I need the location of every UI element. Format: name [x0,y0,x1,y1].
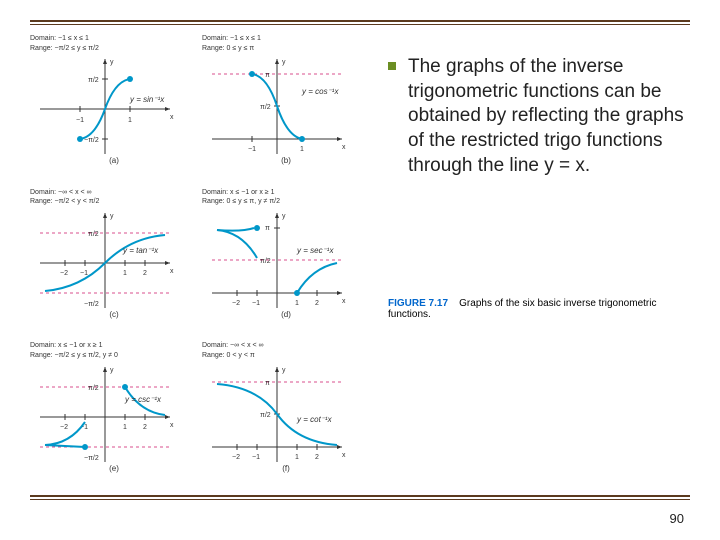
bottom-rule [30,495,690,500]
panel-d-label: (d) [202,310,370,319]
panel-b-domain: Domain: −1 ≤ x ≤ 1 [202,35,370,43]
top-rule [30,20,690,25]
svg-text:y: y [282,59,286,66]
svg-text:x: x [342,452,346,459]
panel-b: Domain: −1 ≤ x ≤ 1 Range: 0 ≤ y ≤ π x y … [202,35,370,183]
svg-text:π: π [265,380,270,387]
svg-text:π/2: π/2 [260,412,271,419]
svg-text:y: y [110,367,114,374]
svg-text:π: π [265,72,270,79]
figure-caption: FIGURE 7.17 Graphs of the six basic inve… [388,298,690,320]
panel-a-domain: Domain: −1 ≤ x ≤ 1 [30,35,198,43]
main-content: Domain: −1 ≤ x ≤ 1 Range: −π/2 ≤ y ≤ π/2… [30,35,690,490]
panel-d: Domain: x ≤ −1 or x ≥ 1 Range: 0 ≤ y ≤ π… [202,189,370,337]
panel-b-label: (b) [202,156,370,165]
panel-f-range: Range: 0 < y < π [202,352,370,360]
svg-text:1: 1 [295,454,299,461]
panel-e-domain: Domain: x ≤ −1 or x ≥ 1 [30,342,198,350]
svg-text:y: y [110,213,114,220]
right-column: The graphs of the inverse trigonometric … [370,35,690,490]
svg-text:2: 2 [143,424,147,431]
svg-text:−2: −2 [60,270,68,277]
svg-text:2: 2 [315,454,319,461]
panel-a-eq: y = sin⁻¹x [129,95,165,104]
panel-d-domain: Domain: x ≤ −1 or x ≥ 1 [202,189,370,197]
panel-e-range: Range: −π/2 ≤ y ≤ π/2, y ≠ 0 [30,352,198,360]
svg-text:1: 1 [123,424,127,431]
panel-d-eq: y = sec⁻¹x [296,246,334,255]
svg-text:−1: −1 [76,117,84,124]
svg-text:−π/2: −π/2 [84,455,99,462]
panel-e: Domain: x ≤ −1 or x ≥ 1 Range: −π/2 ≤ y … [30,342,198,490]
panel-f: Domain: −∞ < x < ∞ Range: 0 < y < π x y … [202,342,370,490]
svg-text:2: 2 [143,270,147,277]
caption-label: FIGURE 7.17 [388,298,448,309]
bullet-icon [388,62,396,70]
svg-text:π: π [265,225,270,232]
svg-text:x: x [342,144,346,151]
svg-text:−1: −1 [252,454,260,461]
panel-c-domain: Domain: −∞ < x < ∞ [30,189,198,197]
svg-text:x: x [170,268,174,275]
svg-text:−1: −1 [248,146,256,153]
panel-a-range: Range: −π/2 ≤ y ≤ π/2 [30,45,198,53]
svg-text:−2: −2 [232,300,240,307]
svg-text:y: y [282,213,286,220]
panel-b-range: Range: 0 ≤ y ≤ π [202,45,370,53]
panel-f-label: (f) [202,464,370,473]
svg-text:π/2: π/2 [88,231,99,238]
svg-text:−2: −2 [60,424,68,431]
panel-e-eq: y = csc⁻¹x [124,395,162,404]
page-number: 90 [670,511,684,526]
svg-text:π/2: π/2 [260,258,271,265]
panel-a-label: (a) [30,156,198,165]
svg-text:1: 1 [123,270,127,277]
svg-text:π/2: π/2 [88,77,99,84]
svg-text:1: 1 [295,300,299,307]
panel-c-label: (c) [30,310,198,319]
svg-text:1: 1 [300,146,304,153]
panel-e-label: (e) [30,464,198,473]
svg-text:x: x [170,422,174,429]
panel-f-eq: y = cot⁻¹x [296,415,333,424]
svg-text:−2: −2 [232,454,240,461]
panel-f-domain: Domain: −∞ < x < ∞ [202,342,370,350]
panel-b-eq: y = cos⁻¹x [301,87,339,96]
svg-text:x: x [342,298,346,305]
svg-text:π/2: π/2 [260,104,271,111]
panel-c-range: Range: −π/2 < y < π/2 [30,198,198,206]
svg-text:−π/2: −π/2 [84,301,99,308]
svg-text:x: x [170,114,174,121]
svg-text:π/2: π/2 [88,385,99,392]
svg-text:y: y [282,367,286,374]
figure-grid: Domain: −1 ≤ x ≤ 1 Range: −π/2 ≤ y ≤ π/2… [30,35,370,490]
svg-text:1: 1 [128,117,132,124]
svg-text:−1: −1 [252,300,260,307]
svg-text:y: y [110,59,114,66]
panel-c: Domain: −∞ < x < ∞ Range: −π/2 < y < π/2… [30,189,198,337]
panel-a: Domain: −1 ≤ x ≤ 1 Range: −π/2 ≤ y ≤ π/2… [30,35,198,183]
svg-text:2: 2 [315,300,319,307]
panel-d-range: Range: 0 ≤ y ≤ π, y ≠ π/2 [202,198,370,206]
note-text: The graphs of the inverse trigonometric … [408,55,690,178]
panel-c-eq: y = tan⁻¹x [122,246,159,255]
svg-text:−1: −1 [80,270,88,277]
